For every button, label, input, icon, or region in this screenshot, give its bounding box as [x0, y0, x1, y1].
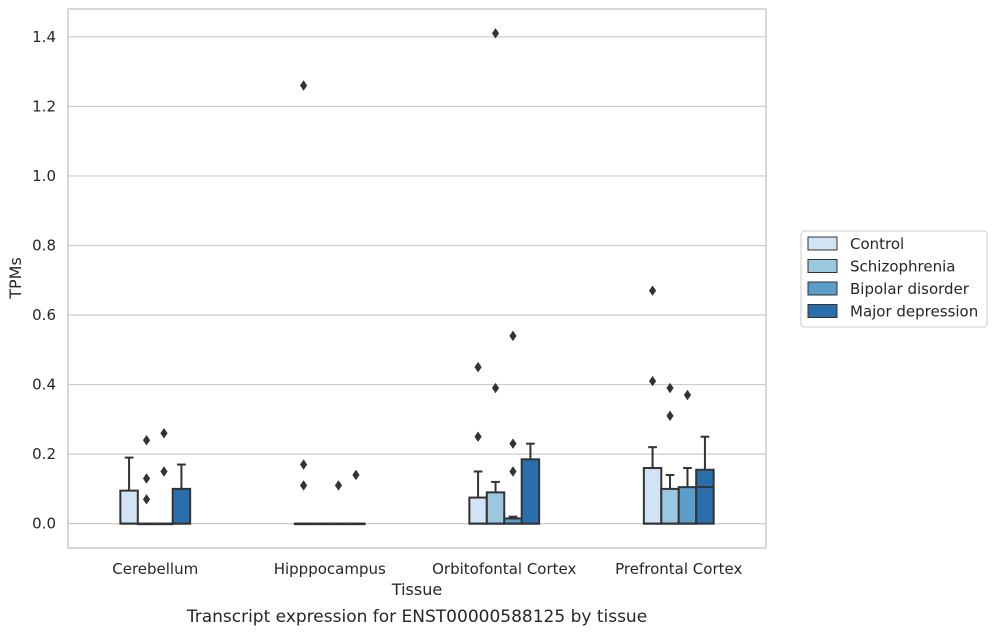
outlier-point — [509, 438, 517, 449]
outlier-point — [666, 382, 674, 394]
plot-frame — [67, 8, 767, 549]
box-schizophrenia — [485, 28, 506, 525]
outlier-point — [299, 459, 308, 470]
outlier-point — [648, 285, 657, 296]
box — [695, 468, 715, 525]
box-major-depression — [695, 435, 715, 525]
outlier-point — [509, 466, 517, 477]
legend-label: Schizophrenia — [850, 258, 955, 276]
legend-label: Control — [850, 235, 904, 253]
y-tick-label: 0.4 — [32, 376, 56, 394]
x-tick-label: Prefrontal Cortex — [615, 560, 742, 578]
box — [171, 487, 192, 525]
x-axis-title: Tissue — [391, 580, 442, 599]
box — [520, 458, 541, 525]
outlier-point — [142, 494, 151, 505]
box-control — [468, 361, 488, 525]
box — [660, 487, 680, 525]
legend-swatch — [807, 236, 838, 251]
outlier-point — [491, 382, 500, 394]
outlier-point — [648, 375, 657, 387]
outlier-point — [509, 330, 517, 342]
box-bipolar-disorder — [503, 330, 523, 525]
outlier-point — [160, 466, 168, 477]
y-tick-label: 1.0 — [32, 167, 56, 185]
outlier-point — [474, 361, 482, 373]
box — [642, 467, 663, 525]
gridlines — [68, 36, 766, 525]
box-schizophrenia — [311, 522, 331, 526]
legend-swatch — [807, 304, 838, 318]
y-tick-label: 1.4 — [32, 28, 56, 46]
box-plots — [119, 28, 715, 526]
box — [119, 489, 139, 525]
x-axis-ticks: Cerebellum Hipppocampus Orbitofontal Corte… — [112, 560, 742, 578]
outlier-point — [299, 80, 308, 91]
outlier-point — [299, 480, 308, 491]
box-schizophrenia — [660, 382, 680, 525]
legend-frame — [800, 230, 988, 328]
box-control — [642, 285, 663, 525]
y-tick-label: 0.2 — [32, 445, 56, 463]
x-tick-label: Cerebellum — [112, 560, 198, 578]
outlier-point — [142, 435, 151, 446]
box — [677, 486, 698, 525]
y-tick-label: 0.8 — [32, 236, 56, 254]
box-major-depression — [171, 463, 192, 525]
legend-label: Major depression — [850, 303, 978, 321]
box-bipolar-disorder — [328, 480, 349, 526]
legend-label: Bipolar disorder — [850, 280, 970, 298]
y-tick-label: 0.6 — [32, 306, 56, 324]
box-bipolar-disorder — [154, 428, 174, 526]
outlier-point — [160, 428, 168, 439]
outlier-point — [352, 469, 360, 481]
box — [468, 496, 488, 525]
box — [485, 491, 506, 525]
outlier-point — [474, 431, 482, 442]
legend-swatch — [807, 259, 838, 273]
box-bipolar-disorder — [677, 389, 698, 525]
outlier-point — [666, 410, 674, 422]
outlier-point — [142, 473, 151, 484]
outlier-point — [683, 389, 692, 401]
outlier-point — [491, 28, 500, 39]
outlier-point — [334, 480, 343, 491]
x-tick-label: Hipppocampus — [274, 560, 386, 578]
box-major-depression — [520, 442, 541, 525]
y-axis-title: TPMs — [6, 257, 25, 300]
box-control — [119, 456, 139, 525]
legend: Control Schizophrenia Bipolar disorder Majo… — [800, 230, 988, 328]
y-tick-label: 1.2 — [32, 97, 56, 115]
box-major-depression — [346, 469, 366, 526]
y-axis-ticks: 0.0 0.2 0.4 0.6 0.8 1.0 1.2 1.4 — [32, 28, 56, 533]
x-tick-label: Orbitofontal Cortex — [432, 560, 576, 578]
y-tick-label: 0.0 — [32, 515, 56, 533]
box-schizophrenia — [136, 435, 157, 526]
box-control — [293, 80, 314, 526]
legend-swatch — [807, 281, 838, 296]
chart-caption: Transcript expression for ENST0000058812… — [186, 607, 647, 627]
